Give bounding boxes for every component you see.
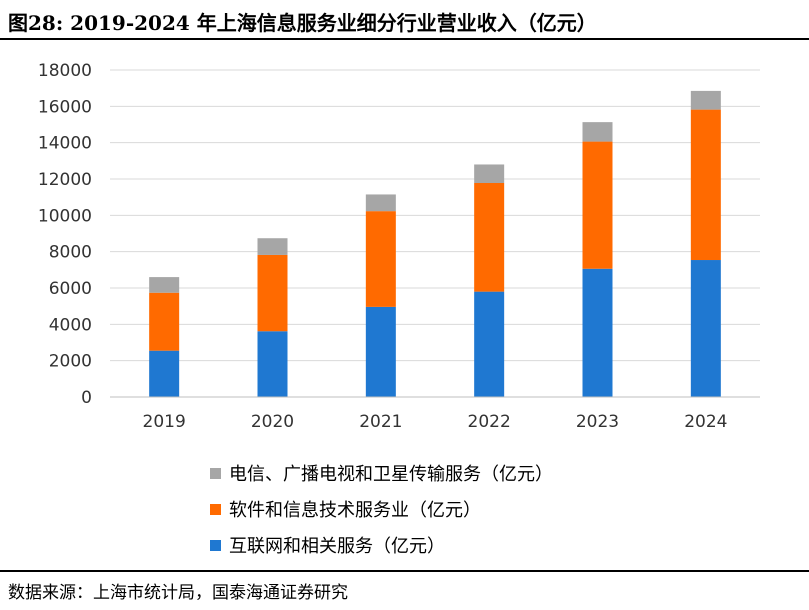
- y-tick-label: 0: [81, 388, 92, 408]
- bar-segment-telecom: [257, 238, 288, 255]
- x-tick-label: 2023: [576, 412, 619, 432]
- legend-label-internet: 互联网和相关服务（亿元）: [229, 536, 445, 557]
- legend-item-software: 软件和信息技术服务业（亿元）: [210, 491, 553, 527]
- bar-segment-software: [365, 211, 396, 307]
- x-tick-label: 2020: [251, 412, 294, 432]
- source-footer: 数据来源：上海市统计局，国泰海通证券研究: [0, 570, 809, 610]
- figure-title: 图28: 2019-2024 年上海信息服务业细分行业营业收入（亿元）: [8, 11, 597, 35]
- y-tick-label: 16000: [38, 97, 92, 117]
- bar-segment-internet: [474, 291, 505, 397]
- source-note: 数据来源：上海市统计局，国泰海通证券研究: [8, 583, 348, 603]
- bar-segment-telecom: [149, 277, 180, 293]
- x-tick-label: 2019: [143, 412, 186, 432]
- y-tick-label: 2000: [49, 352, 92, 372]
- stacked-bar-chart: 0 2000 4000 6000 8000 10000 12000 14000 16000 180…: [38, 61, 760, 432]
- legend-swatch-software: [210, 503, 221, 515]
- y-tick-label: 6000: [49, 279, 92, 299]
- figure-title-bar: 图28: 2019-2024 年上海信息服务业细分行业营业收入（亿元）: [0, 0, 809, 40]
- bar-segment-internet: [149, 350, 180, 397]
- x-tick-label: 2021: [359, 412, 402, 432]
- legend-item-telecom: 电信、广播电视和卫星传输服务（亿元）: [210, 455, 553, 491]
- y-tick-label: 18000: [38, 61, 92, 81]
- y-tick-label: 4000: [49, 315, 92, 335]
- chart-area: 0 2000 4000 6000 8000 10000 12000 14000 16000 180…: [0, 40, 809, 570]
- bar-segment-internet: [690, 260, 721, 397]
- bar-segment-internet: [257, 331, 288, 397]
- bar-segment-software: [474, 182, 505, 292]
- x-tick-label: 2024: [684, 412, 727, 432]
- bar-segment-telecom: [582, 122, 613, 142]
- y-tick-label: 12000: [38, 170, 92, 190]
- y-tick-label: 8000: [49, 243, 92, 263]
- x-tick-label: 2022: [468, 412, 511, 432]
- bar-segment-telecom: [365, 194, 396, 212]
- legend-item-internet: 互联网和相关服务（亿元）: [210, 527, 553, 563]
- chart-legend: 电信、广播电视和卫星传输服务（亿元） 软件和信息技术服务业（亿元） 互联网和相关…: [210, 455, 553, 563]
- bar-segment-software: [582, 141, 613, 269]
- bar-segment-telecom: [690, 90, 721, 110]
- bar-segment-telecom: [474, 164, 505, 183]
- bar-segment-software: [149, 292, 180, 351]
- legend-label-software: 软件和信息技术服务业（亿元）: [229, 500, 481, 521]
- bar-segment-internet: [582, 268, 613, 397]
- legend-swatch-internet: [210, 539, 221, 551]
- bar-segment-software: [690, 109, 721, 261]
- legend-label-telecom: 电信、广播电视和卫星传输服务（亿元）: [229, 464, 553, 485]
- y-tick-label: 10000: [38, 206, 92, 226]
- bar-segment-software: [257, 254, 288, 332]
- legend-swatch-telecom: [210, 467, 221, 479]
- bar-segment-internet: [365, 306, 396, 397]
- y-tick-label: 14000: [38, 134, 92, 154]
